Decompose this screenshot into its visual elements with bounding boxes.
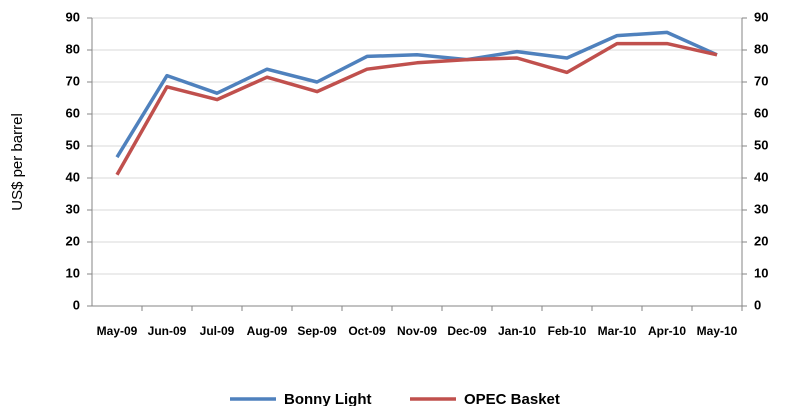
y2-tick-label: 20 (754, 233, 768, 248)
y-tick-label: 10 (66, 265, 80, 280)
x-tick-label: Oct-09 (348, 324, 386, 338)
x-tick-label: Apr-10 (648, 324, 686, 338)
line-series (115, 30, 718, 159)
y2-tick-label: 30 (754, 201, 768, 216)
x-tick-label: Jul-09 (200, 324, 235, 338)
y-axis-label: US$ per barrel (9, 113, 26, 211)
y2-tick-label: 50 (754, 137, 768, 152)
x-tick-label: Sep-09 (297, 324, 337, 338)
y-tick-label: 40 (66, 169, 80, 184)
x-tick-label: Aug-09 (247, 324, 288, 338)
y-tick-label: 80 (66, 41, 80, 56)
y2-tick-label: 40 (754, 169, 768, 184)
y2-tick-label: 10 (754, 265, 768, 280)
y2-tick-label: 90 (754, 9, 768, 24)
x-tick-label: May-09 (97, 324, 138, 338)
line-series (115, 41, 718, 176)
x-tick-label: May-10 (697, 324, 738, 338)
y-tick-label: 20 (66, 233, 80, 248)
y-tick-label: 50 (66, 137, 80, 152)
y2-tick-label: 80 (754, 41, 768, 56)
x-tick-label: Mar-10 (598, 324, 637, 338)
x-tick-label: Feb-10 (548, 324, 587, 338)
y-tick-label: 70 (66, 73, 80, 88)
x-tick-label: Jun-09 (148, 324, 187, 338)
y-tick-label: 30 (66, 201, 80, 216)
x-tick-label: Dec-09 (447, 324, 487, 338)
y2-tick-label: 0 (754, 297, 761, 312)
y-tick-label: 0 (73, 297, 80, 312)
legend-label: Bonny Light (284, 391, 371, 406)
y-tick-label: 60 (66, 105, 80, 120)
y2-tick-label: 60 (754, 105, 768, 120)
x-tick-label: Jan-10 (498, 324, 536, 338)
legend-label: OPEC Basket (464, 391, 560, 406)
x-tick-label: Nov-09 (397, 324, 437, 338)
y-tick-label: 90 (66, 9, 80, 24)
y2-tick-label: 70 (754, 73, 768, 88)
